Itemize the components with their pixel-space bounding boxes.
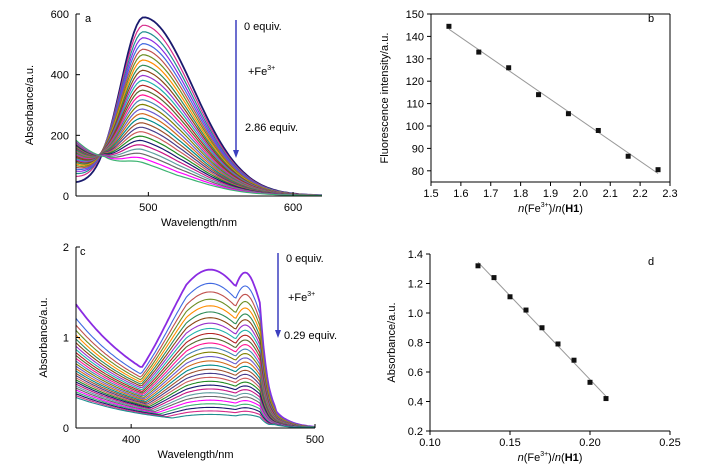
y-tick-label: 2 xyxy=(63,242,69,254)
arrow-head xyxy=(275,330,281,338)
data-point xyxy=(587,379,593,385)
y-tick-label: 0.4 xyxy=(408,397,423,409)
annotation-start: 0 equiv. xyxy=(244,21,282,33)
data-point xyxy=(655,167,661,173)
panel-a: 0 equiv. +Fe3+ 2.86 equiv. 500 600 0 200 400 600… xyxy=(24,9,323,229)
panel-c: 0 equiv. +Fe3+ 0.29 equiv. 400 500 0 1 2 Wavelen… xyxy=(38,242,337,461)
annotation-start: 0 equiv. xyxy=(286,253,324,265)
x-tick-label: 1.6 xyxy=(453,188,468,200)
y-tick-label: 0.2 xyxy=(408,426,423,438)
y-tick-label: 130 xyxy=(406,54,424,66)
x-axis-label: n(Fe3+)/n(H1) xyxy=(518,202,583,215)
spectrum-line xyxy=(75,305,316,428)
y-tick-label: 0 xyxy=(63,423,69,435)
y-axis-label: Absorbance/a.u. xyxy=(386,302,398,382)
x-tick-label: 2.0 xyxy=(573,188,588,200)
data-point xyxy=(539,325,545,331)
data-point xyxy=(625,153,631,159)
spectrum-line xyxy=(75,396,315,428)
data-point xyxy=(603,396,609,402)
data-point xyxy=(565,111,571,117)
y-tick-label: 140 xyxy=(406,31,424,43)
x-axis-label: Wavelength/nm xyxy=(157,449,233,461)
y-tick-label: 600 xyxy=(51,9,69,21)
panel-letter: d xyxy=(648,256,654,268)
y-tick-label: 100 xyxy=(406,121,424,133)
x-tick-label: 0.15 xyxy=(499,437,520,449)
x-tick-label: 0.20 xyxy=(579,437,600,449)
data-point xyxy=(523,307,529,313)
data-point xyxy=(506,65,512,71)
y-tick-label: 1.0 xyxy=(408,308,423,320)
panel-d: 0.10 0.15 0.20 0.25 0.2 0.4 0.6 0.8 1.0 1.2 1.4 n(F… xyxy=(386,249,681,464)
y-tick-label: 80 xyxy=(412,166,424,178)
y-tick-label: 120 xyxy=(406,76,424,88)
data-point xyxy=(491,275,497,281)
x-tick-label: 400 xyxy=(122,434,140,446)
x-tick-label: 0.25 xyxy=(659,437,680,449)
fit-line xyxy=(448,28,659,174)
y-tick-label: 400 xyxy=(51,70,69,82)
y-tick-label: 1.2 xyxy=(408,279,423,291)
y-tick-label: 0 xyxy=(63,191,69,203)
data-point xyxy=(507,294,513,300)
y-tick-label: 110 xyxy=(406,99,424,111)
spectrum-line xyxy=(75,311,316,428)
x-tick-label: 2.2 xyxy=(632,188,647,200)
y-tick-label: 0.8 xyxy=(408,338,423,350)
panel-b: 1.5 1.6 1.7 1.8 1.9 2.0 2.1 2.2 2.3 80 90 100 110 120… xyxy=(379,9,678,215)
x-tick-label: 1.5 xyxy=(423,188,438,200)
y-tick-label: 1 xyxy=(63,333,69,345)
x-tick-label: 2.3 xyxy=(662,188,677,200)
data-point xyxy=(475,263,481,269)
annotation-end: 0.29 equiv. xyxy=(284,330,337,342)
y-axis-label: Absorbance/a.u. xyxy=(38,297,50,377)
data-point xyxy=(476,49,482,55)
y-axis-label: Absorbance/a.u. xyxy=(24,65,36,145)
annotation-reagent: +Fe3+ xyxy=(248,65,275,78)
x-tick-label: 600 xyxy=(284,202,302,214)
data-point xyxy=(555,341,561,347)
y-tick-label: 150 xyxy=(406,9,424,21)
spectrum-line xyxy=(75,332,315,428)
y-tick-label: 0.6 xyxy=(408,367,423,379)
data-point xyxy=(536,92,542,98)
x-tick-label: 500 xyxy=(306,434,324,446)
arrow-head xyxy=(233,150,239,158)
x-tick-label: 500 xyxy=(139,202,157,214)
y-tick-label: 90 xyxy=(412,143,424,155)
panel-letter: b xyxy=(648,13,654,25)
data-point xyxy=(595,127,601,133)
x-tick-label: 2.1 xyxy=(603,188,618,200)
panel-letter: a xyxy=(85,13,92,25)
data-point xyxy=(446,23,452,29)
annotation-reagent: +Fe3+ xyxy=(288,291,315,304)
data-point xyxy=(571,357,577,363)
y-axis-label: Fluorescence intensity/a.u. xyxy=(379,33,391,164)
spectrum-line xyxy=(75,139,322,196)
panel-letter: c xyxy=(80,246,86,258)
y-tick-label: 200 xyxy=(51,130,69,142)
x-tick-label: 0.10 xyxy=(419,437,440,449)
x-tick-label: 1.8 xyxy=(513,188,528,200)
annotation-end: 2.86 equiv. xyxy=(245,122,298,134)
x-axis-label: Wavelength/nm xyxy=(161,217,237,229)
x-tick-label: 1.7 xyxy=(483,188,498,200)
x-tick-label: 1.9 xyxy=(543,188,558,200)
y-tick-label: 1.4 xyxy=(408,249,423,261)
x-axis-label: n(Fe3+)/n(H1) xyxy=(518,451,583,464)
